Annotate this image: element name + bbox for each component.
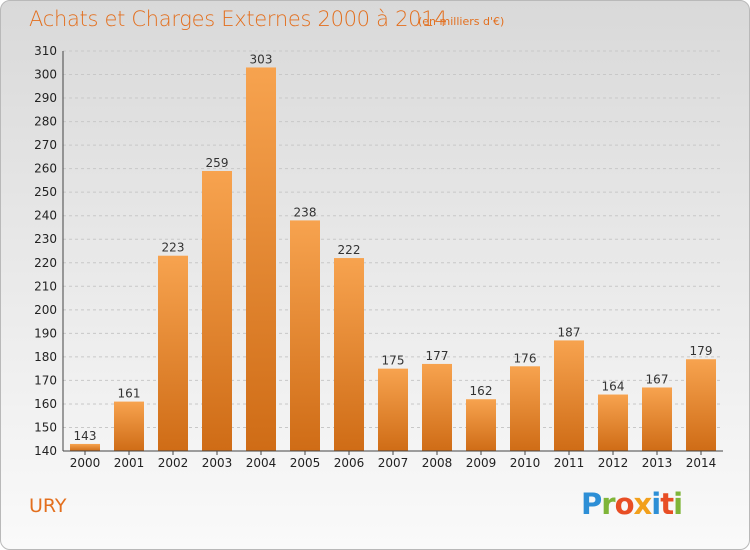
bar (598, 394, 628, 451)
bar (686, 359, 716, 451)
y-tick-label: 160 (34, 397, 57, 411)
bar-value-label: 187 (558, 325, 581, 339)
y-tick-label: 190 (34, 326, 57, 340)
logo-letter: o (614, 487, 635, 521)
x-tick-label: 2002 (158, 456, 189, 470)
y-tick-label: 210 (34, 279, 57, 293)
bar (642, 387, 672, 451)
x-tick-label: 2014 (686, 456, 717, 470)
bar-value-label: 143 (74, 429, 97, 443)
chart-subtitle: (en milliers d'€) (418, 15, 505, 28)
bar-value-label: 162 (470, 384, 493, 398)
bar-value-label: 303 (250, 52, 273, 66)
y-tick-label: 150 (34, 420, 57, 434)
x-tick-label: 2008 (422, 456, 453, 470)
bar-value-label: 167 (646, 372, 669, 386)
bar-value-label: 175 (382, 354, 405, 368)
bar-value-label: 222 (338, 243, 361, 257)
bar (554, 340, 584, 451)
y-tick-label: 310 (34, 44, 57, 58)
bar (246, 67, 276, 452)
x-tick-label: 2007 (378, 456, 409, 470)
x-tick-label: 2011 (554, 456, 585, 470)
y-tick-label: 200 (34, 303, 57, 317)
y-tick-label: 290 (34, 91, 57, 105)
y-tick-label: 280 (34, 115, 57, 129)
y-tick-label: 270 (34, 138, 57, 152)
bar (466, 399, 496, 451)
logo-letter: t (660, 487, 674, 521)
bar (422, 363, 452, 451)
x-tick-label: 2006 (334, 456, 365, 470)
proxiti-logo: Proxiti (581, 487, 683, 521)
bar-value-label: 161 (118, 387, 141, 401)
y-tick-label: 180 (34, 350, 57, 364)
value-labels: 143 161 223 259 303 238 222 175 177 162 176 187 164 1… (74, 52, 713, 442)
x-tick-label: 2000 (70, 456, 101, 470)
chart-title: Achats et Charges Externes 2000 à 2014 (29, 7, 448, 31)
logo-letter: x (633, 487, 653, 521)
bar (202, 171, 232, 451)
y-tick-label: 230 (34, 232, 57, 246)
y-tick-label: 220 (34, 256, 57, 270)
y-tick-label: 250 (34, 185, 57, 199)
bar (158, 255, 188, 451)
bar (378, 368, 408, 451)
x-tick-label: 2001 (114, 456, 145, 470)
logo-letter: i (651, 487, 661, 521)
commune-name: URY (29, 495, 67, 517)
bar-value-label: 179 (690, 344, 713, 358)
y-tick-label: 240 (34, 209, 57, 223)
bar (334, 258, 364, 451)
bar (510, 366, 540, 451)
x-tick-label: 2009 (466, 456, 497, 470)
x-tick-label: 2013 (642, 456, 673, 470)
y-tick-label: 300 (34, 68, 57, 82)
axes: 140 150 160 170 180 190 200 210 220 230 240 250 260 2… (34, 44, 723, 470)
bar (114, 401, 144, 451)
bar-value-label: 177 (426, 349, 449, 363)
bar-value-label: 238 (294, 205, 317, 219)
bar (70, 443, 100, 451)
x-tick-label: 2012 (598, 456, 629, 470)
bar-value-label: 164 (602, 380, 625, 394)
y-tick-label: 260 (34, 162, 57, 176)
x-tick-label: 2004 (246, 456, 277, 470)
bar (290, 220, 320, 451)
x-tick-label: 2010 (510, 456, 541, 470)
bars (70, 67, 716, 452)
logo-letter: i (673, 487, 683, 521)
bar-value-label: 176 (514, 351, 537, 365)
bar-value-label: 259 (206, 156, 229, 170)
x-tick-label: 2005 (290, 456, 321, 470)
bar-value-label: 223 (162, 241, 185, 255)
logo-letter: r (601, 487, 615, 521)
y-tick-label: 140 (34, 444, 57, 458)
x-tick-label: 2003 (202, 456, 233, 470)
y-tick-label: 170 (34, 373, 57, 387)
logo-letter: P (581, 487, 602, 521)
